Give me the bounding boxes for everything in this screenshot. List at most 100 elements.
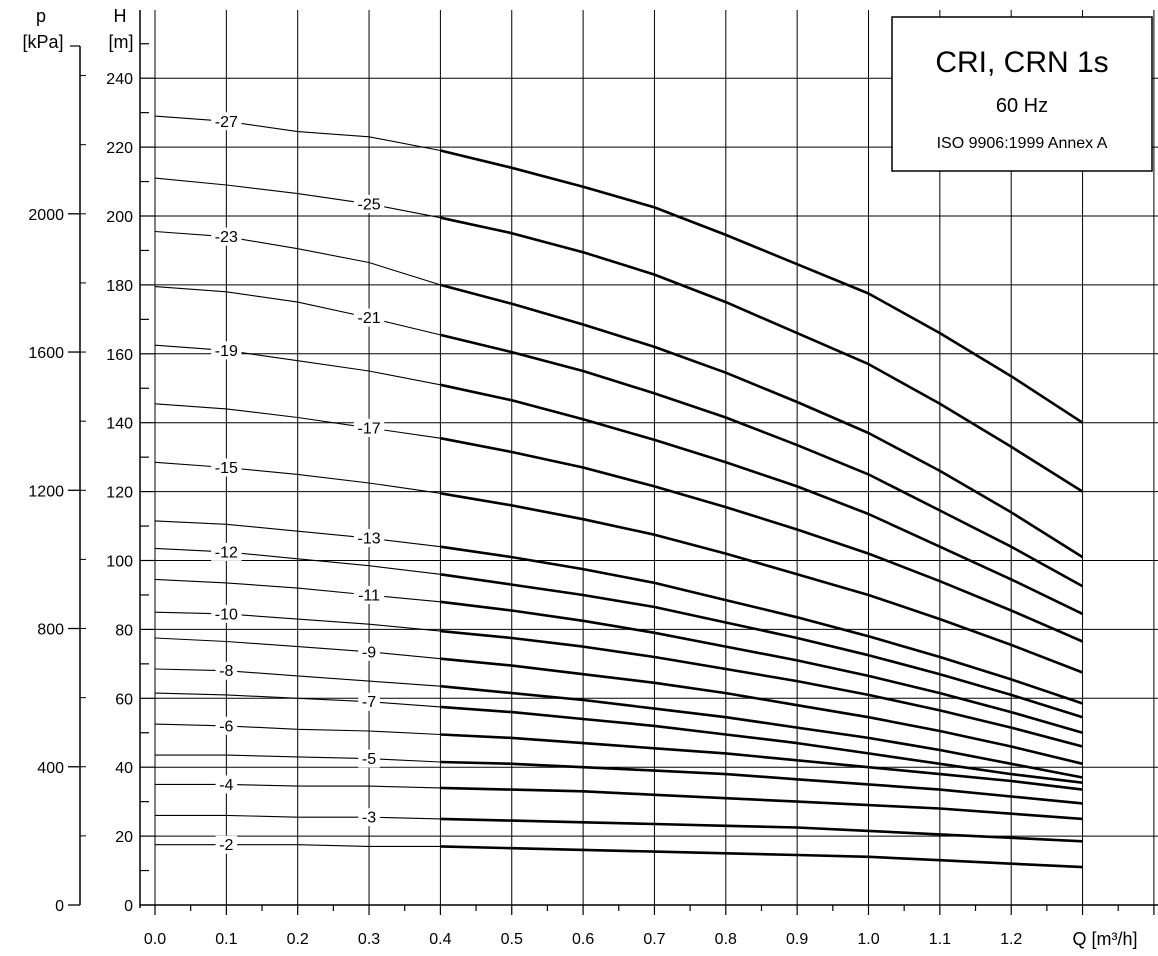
- x-tick-label: 0.2: [287, 931, 309, 948]
- p-tick-label: 400: [37, 760, 64, 777]
- x-tick-label: 0.8: [715, 931, 737, 948]
- x-tick-label: 1.1: [929, 931, 951, 948]
- curve-label: -27: [215, 114, 238, 131]
- p-tick-label: 1200: [28, 483, 64, 500]
- curve-label: -19: [215, 343, 238, 360]
- p-axis-title-symbol: p: [36, 6, 46, 26]
- h-tick-label: 240: [106, 71, 133, 88]
- curve-bold--23: [440, 283, 1084, 559]
- x-tick-label: 0.3: [358, 931, 380, 948]
- curve-label: -12: [215, 544, 238, 561]
- title-box-standard: ISO 9906:1999 Annex A: [937, 135, 1108, 152]
- x-tick-label: 0.6: [572, 931, 594, 948]
- x-tick-label: 1.2: [1000, 931, 1022, 948]
- curve-thin--7: [154, 692, 441, 708]
- x-tick-label: 0.5: [501, 931, 523, 948]
- p-tick-label: 0: [55, 898, 64, 915]
- h-tick-label: 0: [124, 898, 133, 915]
- curve-label-bg: [358, 692, 380, 711]
- curve-bold--10: [440, 629, 1083, 748]
- curve-bold--25: [440, 216, 1084, 493]
- h-tick-label: 220: [106, 140, 133, 157]
- title-box-frame: [891, 16, 1153, 172]
- curve-label: -15: [215, 460, 238, 477]
- h-axis-title-symbol: H: [114, 6, 127, 26]
- curve-label-bg: [353, 418, 385, 437]
- curve-label-bg: [358, 808, 380, 827]
- x-axis-title: Q [m³/h]: [1072, 929, 1137, 949]
- curve-thin--19: [154, 344, 441, 386]
- curve-label: -13: [357, 531, 380, 548]
- curve-label: -17: [357, 420, 380, 437]
- p-tick-label: 2000: [28, 207, 64, 224]
- curve-label-bg: [215, 661, 238, 680]
- curve-label-bg: [353, 529, 385, 548]
- curve-label-bg: [211, 458, 242, 477]
- h-tick-label: 200: [106, 209, 133, 226]
- curve-label-bg: [358, 749, 380, 768]
- x-tick-label: 0.7: [643, 931, 665, 948]
- title-box-title: CRI, CRN 1s: [935, 46, 1108, 79]
- h-tick-label: 80: [115, 622, 133, 639]
- curve-label-bg: [215, 775, 238, 794]
- title-box-frequency: 60 Hz: [996, 95, 1048, 117]
- curve-bold--27: [440, 149, 1084, 424]
- curve-bold--7: [440, 705, 1083, 784]
- curve-labels: -27 -25 -23 -21 -19 -17 -15 -13 -12 -11 -10 -9 -8 -7 -…: [211, 112, 385, 854]
- x-tick-label: 0.4: [429, 931, 451, 948]
- curve-thin--23: [154, 230, 441, 286]
- curve-label-bg: [215, 716, 238, 735]
- curve-bold--19: [440, 383, 1084, 616]
- x-tick-label: 0.1: [215, 931, 237, 948]
- curve-thin--17: [154, 403, 441, 439]
- grid: [154, 10, 1158, 906]
- curve-bold--13: [440, 545, 1084, 705]
- curve-bold--5: [440, 760, 1083, 805]
- curve-thin--25: [154, 177, 441, 219]
- curve-thin--21: [154, 286, 441, 336]
- curve-thin--15: [154, 461, 441, 494]
- h-tick-label: 140: [106, 416, 133, 433]
- curve-label: -11: [358, 587, 380, 604]
- curve-label: -8: [219, 663, 233, 680]
- curve-thin--3: [155, 814, 441, 820]
- curve-thin--6: [154, 723, 441, 736]
- curve-thin--27: [154, 115, 441, 152]
- curve-label: -21: [357, 310, 380, 327]
- curve-label-bg: [358, 642, 380, 661]
- h-tick-label: 60: [115, 691, 133, 708]
- curve-label: -25: [357, 196, 380, 213]
- h-tick-label: 180: [106, 278, 133, 295]
- curve-thin--10: [154, 611, 441, 632]
- curves: [154, 115, 1084, 869]
- curve-label: -9: [362, 644, 376, 661]
- curve-label-bg: [211, 604, 242, 623]
- curve-bold--12: [440, 573, 1083, 719]
- curve-bold--6: [440, 733, 1083, 791]
- p-axis: 0 400 800 1200 1600 2000: [28, 45, 86, 915]
- curve-label-bg: [353, 308, 385, 327]
- curve-thin--12: [154, 547, 441, 575]
- curve-thin--11: [154, 578, 441, 603]
- x-tick-label: 1.0: [857, 931, 879, 948]
- curve-label-bg: [211, 227, 242, 246]
- curve-thin--9: [154, 637, 441, 660]
- p-tick-label: 1600: [28, 345, 64, 362]
- curve-label: -5: [362, 751, 376, 768]
- curve-label-bg: [211, 112, 242, 131]
- title-box: CRI, CRN 1s 60 Hz ISO 9906:1999 Annex A: [891, 16, 1153, 172]
- curve-thin--13: [154, 520, 441, 548]
- h-axis: 0 20 40 60 80 100 120 140 160 180 200 220 240: [106, 10, 155, 915]
- curve-bold--8: [440, 684, 1083, 779]
- curve-thin--5: [155, 754, 441, 763]
- x-tick-label: 0.0: [144, 931, 166, 948]
- curve-label-bg: [211, 542, 242, 561]
- curve-bold--4: [440, 786, 1083, 821]
- curve-label: -4: [219, 777, 233, 794]
- curve-label-bg: [353, 585, 385, 604]
- x-tick-label: 0.9: [786, 931, 808, 948]
- h-tick-label: 20: [115, 829, 133, 846]
- curve-bold--15: [440, 492, 1084, 674]
- curve-bold--2: [440, 845, 1083, 869]
